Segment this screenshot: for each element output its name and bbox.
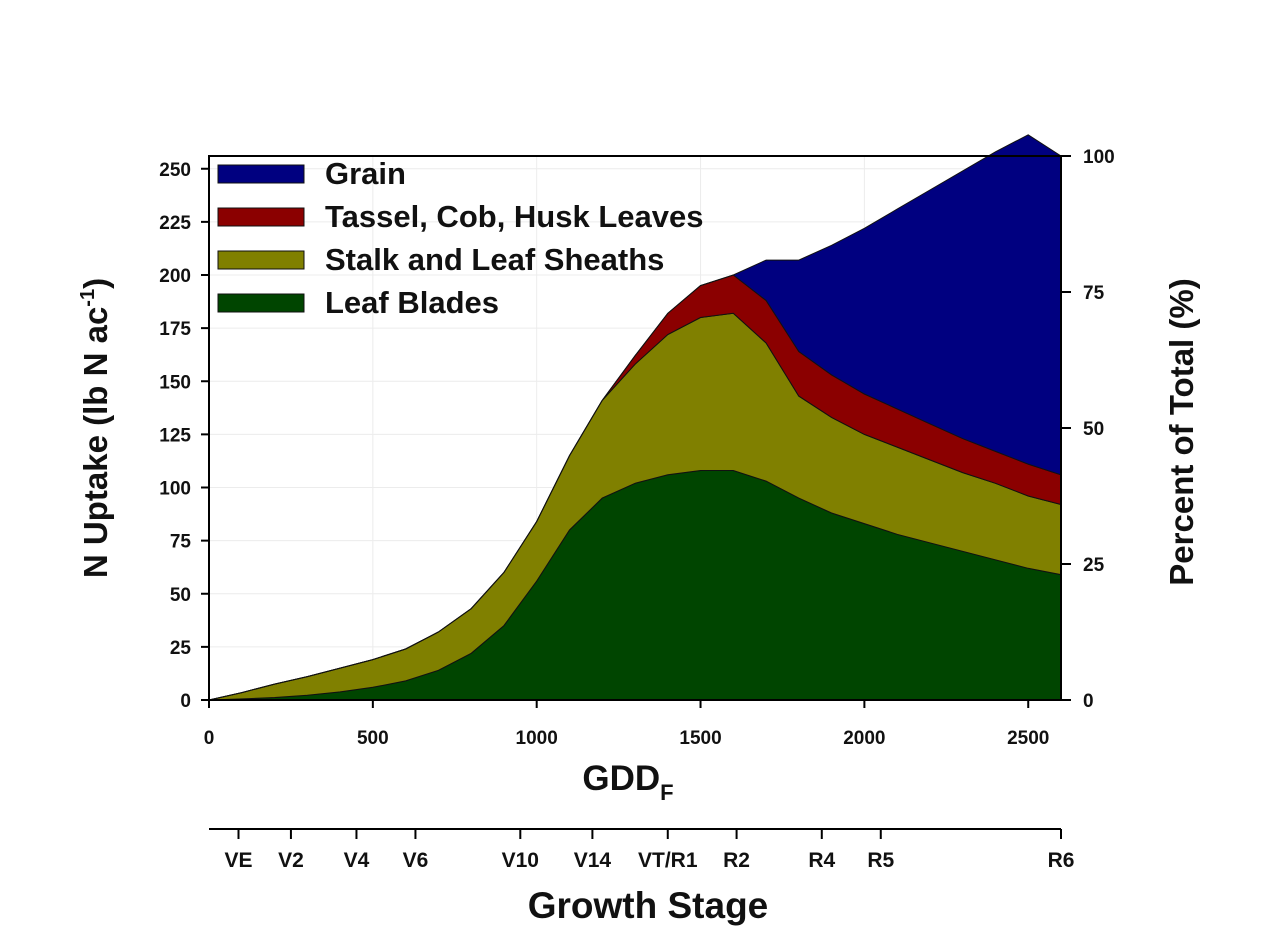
y-tick-label: 175 — [159, 319, 191, 340]
legend: Grain Tassel, Cob, Husk Leaves Stalk and L… — [217, 156, 703, 320]
y2-tick-label: 100 — [1083, 147, 1115, 168]
growth-stage-label: R2 — [723, 849, 750, 872]
y-tick-label: 125 — [159, 425, 191, 446]
growth-stage-label: V4 — [344, 849, 370, 872]
y2-tick-label: 75 — [1083, 283, 1105, 304]
growth-stage-axis: VE V2 V4 V6 V10 V14 VT/R1 R2 R4 R5 R6 — [209, 828, 1075, 872]
legend-label: Leaf Blades — [325, 285, 499, 320]
y2-axis-title: Percent of Total (%) — [1163, 278, 1200, 585]
x-tick-label: 1000 — [516, 728, 558, 749]
y-tick-label: 75 — [170, 532, 192, 553]
y-tick-label: 100 — [159, 479, 191, 500]
legend-swatch — [217, 164, 305, 184]
growth-stage-label: R6 — [1048, 849, 1075, 872]
x-tick-label: 0 — [204, 728, 215, 749]
growth-stage-label: R4 — [808, 849, 835, 872]
legend-swatch — [217, 293, 305, 313]
growth-stage-label: VT/R1 — [638, 849, 698, 872]
y-tick-label: 50 — [170, 585, 191, 606]
legend-swatch — [217, 207, 305, 227]
y-axis-ticks: 0 25 50 75 100 125 150 175 200 225 250 — [159, 160, 209, 712]
growth-stage-label: VE — [224, 849, 252, 872]
x-tick-label: 2500 — [1007, 728, 1049, 749]
y-tick-label: 0 — [180, 691, 191, 712]
x-axis-title: GDDF — [582, 759, 673, 805]
x-tick-label: 2000 — [843, 728, 885, 749]
y-tick-label: 150 — [159, 372, 191, 393]
growth-stage-label: V2 — [278, 849, 304, 872]
y-axis-title: N Uptake (lb N ac-1) — [77, 278, 114, 578]
y-tick-label: 200 — [159, 266, 191, 287]
x-tick-label: 500 — [357, 728, 389, 749]
y-tick-label: 250 — [159, 160, 191, 181]
growth-stage-label: V6 — [403, 849, 429, 872]
x-axis-ticks: 0 500 1000 1500 2000 2500 — [204, 700, 1049, 749]
y2-tick-label: 25 — [1083, 555, 1105, 576]
y2-tick-label: 50 — [1083, 419, 1104, 440]
legend-swatch — [217, 250, 305, 270]
growth-stage-label: V10 — [502, 849, 539, 872]
y2-tick-label: 0 — [1083, 691, 1094, 712]
legend-label: Grain — [325, 156, 406, 191]
legend-label: Tassel, Cob, Husk Leaves — [325, 199, 703, 234]
x-tick-label: 1500 — [679, 728, 721, 749]
legend-label: Stalk and Leaf Sheaths — [325, 242, 664, 277]
y-tick-label: 225 — [159, 213, 191, 234]
growth-stage-label: V14 — [574, 849, 612, 872]
growth-stage-label: R5 — [867, 849, 894, 872]
growth-stage-title: Growth Stage — [528, 885, 769, 926]
y-tick-label: 25 — [170, 638, 192, 659]
y2-axis-ticks: 0 25 50 75 100 — [1061, 147, 1115, 712]
